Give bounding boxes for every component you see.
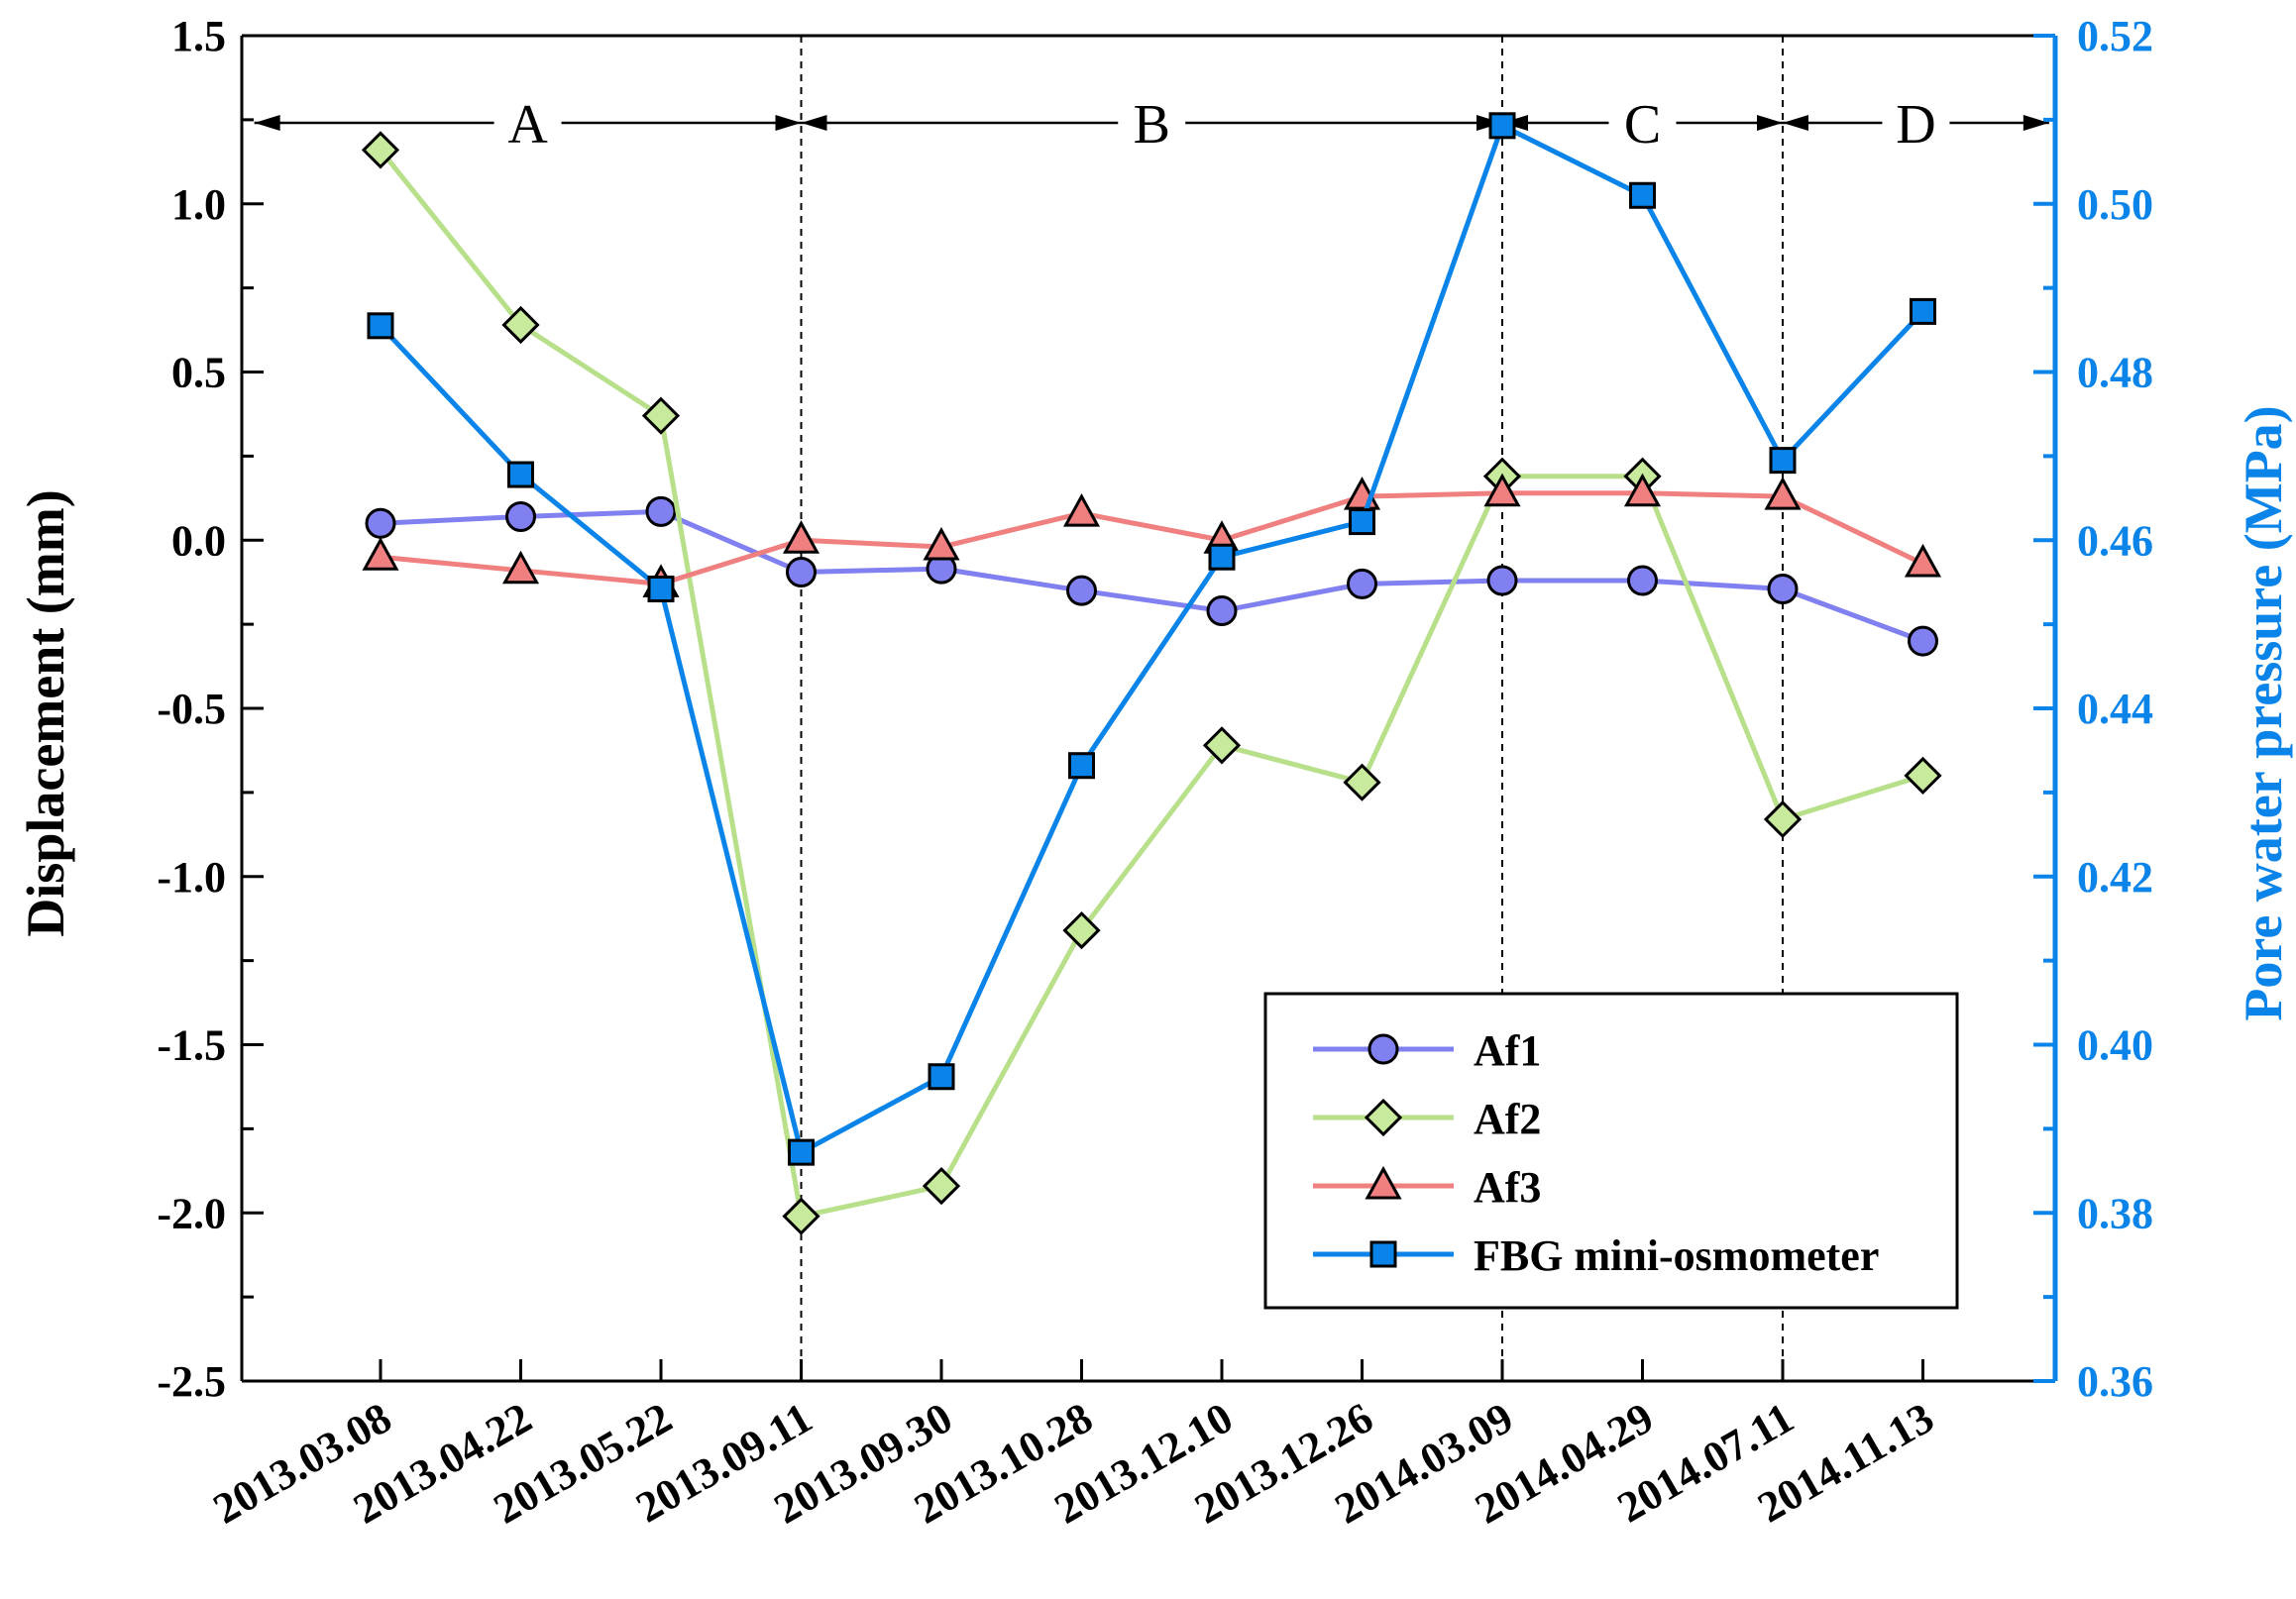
data-point <box>1343 763 1381 801</box>
right-tick-label: 0.40 <box>2077 1021 2153 1070</box>
data-point <box>1764 477 1802 510</box>
phase-arrow-head-left <box>254 115 280 131</box>
left-axis-title: Displacement (mm) <box>16 489 75 936</box>
data-point <box>1208 543 1236 571</box>
data-point <box>1349 508 1375 536</box>
phase-arrow-head-right <box>775 115 802 131</box>
x-axis: 2013.03.082013.04.222013.05.222013.09.11… <box>205 1359 1942 1534</box>
data-point <box>1627 565 1658 596</box>
data-point <box>1904 756 1942 796</box>
right-tick-label: 0.50 <box>2077 180 2153 229</box>
data-point <box>1629 181 1656 209</box>
series-af3 <box>362 473 1942 597</box>
right-axis-title: Pore water pressure (MPa) <box>2234 405 2293 1020</box>
data-point <box>501 550 540 585</box>
right-tick-label: 0.46 <box>2077 516 2153 565</box>
legend-label: Af2 <box>1474 1095 1541 1143</box>
data-point <box>1062 910 1101 950</box>
right-tick-label: 0.42 <box>2077 853 2153 902</box>
left-tick-label: 1.5 <box>171 12 226 60</box>
legend-label: FBG mini-osmometer <box>1474 1231 1879 1280</box>
data-point <box>788 1138 815 1166</box>
legend-label: Af1 <box>1474 1026 1541 1075</box>
legend-marker <box>1367 1033 1399 1065</box>
data-point <box>922 1166 961 1206</box>
phase-label-A: A <box>507 94 548 156</box>
phase-arrow-head-left <box>801 115 827 131</box>
data-point <box>1908 625 1938 657</box>
data-point <box>923 526 960 561</box>
legend-marker <box>1369 1240 1397 1268</box>
phase-label-B: B <box>1134 94 1170 156</box>
data-point <box>786 557 817 588</box>
right-y-axis: 0.52 0.50 0.48 0.46 0.44 0.42 0.40 0.38 0.36 <box>2033 12 2153 1406</box>
data-point <box>1483 473 1521 507</box>
right-tick-label: 0.52 <box>2077 12 2153 60</box>
legend: Af1 Af2 Af3 FBG mini-osmometer <box>1263 992 1959 1310</box>
right-tick-label: 0.48 <box>2077 349 2153 397</box>
series-line <box>380 490 1924 586</box>
left-tick-label: -1.5 <box>157 1021 226 1070</box>
data-point <box>505 500 536 532</box>
phase-arrow-head-right <box>2023 115 2049 131</box>
data-point <box>1769 447 1797 475</box>
series-af1 <box>365 495 1938 657</box>
legend-label: Af3 <box>1474 1163 1541 1212</box>
data-point <box>365 507 396 539</box>
data-point <box>647 575 675 602</box>
data-point <box>1206 595 1238 627</box>
phase-arrow-head-left <box>1783 115 1808 131</box>
right-tick-label: 0.38 <box>2077 1189 2153 1237</box>
left-tick-label: -2.0 <box>157 1189 226 1237</box>
data-point <box>1488 112 1516 140</box>
data-point <box>782 520 820 554</box>
data-point <box>1763 800 1803 839</box>
left-y-axis: 1.5 1.0 0.5 0.0 -0.5 -1.0 -1.5 -2.0 -2.5 <box>157 12 264 1406</box>
left-tick-label: -2.5 <box>157 1357 226 1406</box>
left-tick-label: 1.0 <box>171 180 226 229</box>
left-tick-label: 0.5 <box>171 349 226 397</box>
data-point <box>928 1063 955 1091</box>
left-tick-label: 0.0 <box>171 516 226 565</box>
data-point <box>1767 573 1799 604</box>
phase-arrow-head-right <box>1757 115 1783 131</box>
data-point <box>367 312 394 340</box>
data-point <box>362 537 399 571</box>
data-point <box>645 495 677 527</box>
data-point <box>1347 568 1377 599</box>
legend-item: Af1 <box>1313 1026 1541 1075</box>
series-line <box>379 148 1924 1220</box>
data-point <box>501 305 540 345</box>
phase-annotations: A B C D <box>254 94 2049 156</box>
data-point <box>1904 543 1942 578</box>
series-line <box>380 508 1924 644</box>
legend-marker <box>1364 1098 1403 1137</box>
data-point <box>1066 575 1097 606</box>
legend-item: Af2 <box>1313 1095 1541 1143</box>
left-tick-label: -1.0 <box>157 853 226 902</box>
series-group <box>361 112 1942 1235</box>
data-point <box>782 1197 820 1235</box>
data-point <box>507 461 534 488</box>
data-point <box>1910 297 1936 325</box>
left-tick-label: -0.5 <box>157 685 226 733</box>
right-tick-label: 0.36 <box>2077 1357 2153 1406</box>
phase-label-C: C <box>1624 94 1661 156</box>
phase-label-D: D <box>1896 94 1935 156</box>
data-point <box>1202 726 1242 765</box>
data-point <box>1623 473 1662 507</box>
data-point <box>1068 752 1095 780</box>
series-line <box>379 123 1925 1155</box>
legend-marker <box>1365 1165 1402 1200</box>
legend-item: FBG mini-osmometer <box>1313 1231 1879 1280</box>
right-tick-label: 0.44 <box>2077 685 2153 733</box>
data-point <box>1486 565 1518 596</box>
data-point <box>361 131 400 169</box>
data-point <box>641 396 681 435</box>
series-fbg-mini-osmometer <box>367 112 1936 1166</box>
legend-item: Af3 <box>1313 1163 1541 1212</box>
data-point <box>1062 492 1101 527</box>
